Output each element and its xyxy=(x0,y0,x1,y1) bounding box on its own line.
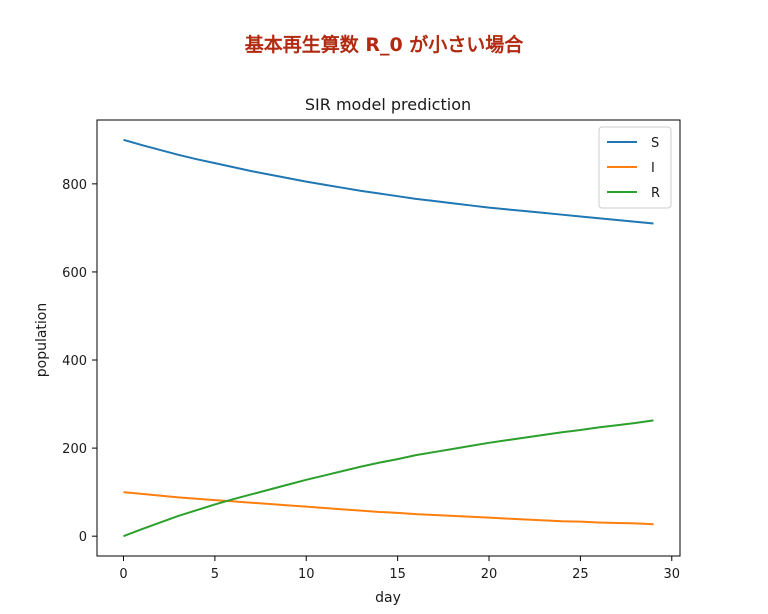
legend-label-r: R xyxy=(651,186,660,201)
series-line-i xyxy=(123,491,654,526)
x-tick-label-30: 30 xyxy=(664,567,681,582)
x-axis-label: day xyxy=(375,590,401,606)
series-line-r xyxy=(123,419,654,538)
x-tick-label-15: 15 xyxy=(389,567,406,582)
x-tick-label-10: 10 xyxy=(298,567,315,582)
y-tick-label-600: 600 xyxy=(62,266,87,281)
x-tick-label-0: 0 xyxy=(119,567,127,582)
legend-label-s: S xyxy=(651,136,659,151)
x-tick-label-20: 20 xyxy=(481,567,498,582)
x-tick-label-25: 25 xyxy=(572,567,589,582)
y-tick-label-200: 200 xyxy=(62,442,87,457)
chart-title: SIR model prediction xyxy=(305,95,471,114)
plot-frame xyxy=(96,119,681,557)
y-tick-label-800: 800 xyxy=(62,178,87,193)
y-tick-label-0: 0 xyxy=(79,530,87,545)
series-line-s xyxy=(123,138,654,225)
legend-label-i: I xyxy=(651,161,655,176)
y-tick-label-400: 400 xyxy=(62,354,87,369)
page-heading: 基本再生算数 R_0 が小さい場合 xyxy=(244,34,524,56)
plot-area: 0 5 10 15 20 25 30 0 200 400 600 800 SIR xyxy=(62,119,681,582)
y-axis-label: population xyxy=(34,303,50,378)
x-tick-label-5: 5 xyxy=(211,567,219,582)
